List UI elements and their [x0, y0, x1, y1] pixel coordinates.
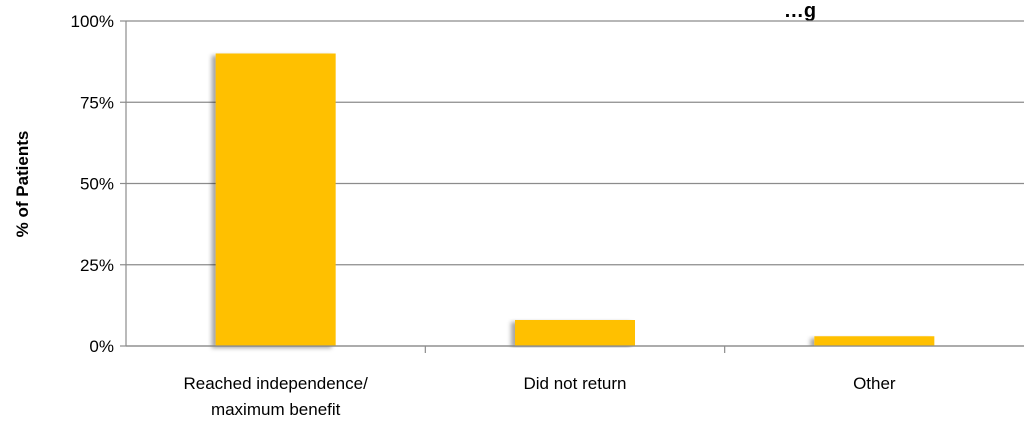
- x-tick-label: Reached independence/maximum benefit: [184, 374, 369, 419]
- bar: [814, 336, 935, 346]
- x-tick-label: Other: [853, 374, 896, 393]
- y-tick-label: 50%: [80, 175, 114, 194]
- y-tick-label: 75%: [80, 93, 114, 112]
- y-tick-label: 100%: [71, 12, 114, 31]
- y-tick-label: 25%: [80, 256, 114, 275]
- x-tick-label: Did not return: [524, 374, 627, 393]
- bar: [215, 53, 336, 346]
- y-axis-label: % of Patients: [13, 131, 32, 238]
- bars: [215, 53, 935, 346]
- y-axis-ticks: 0% 25% 50% 75% 100%: [71, 12, 126, 356]
- chart-title: …g: [784, 0, 816, 22]
- bar: [515, 320, 635, 346]
- x-axis-ticks: Reached independence/maximum benefit Did …: [126, 345, 1024, 419]
- y-tick-label: 0%: [89, 337, 114, 356]
